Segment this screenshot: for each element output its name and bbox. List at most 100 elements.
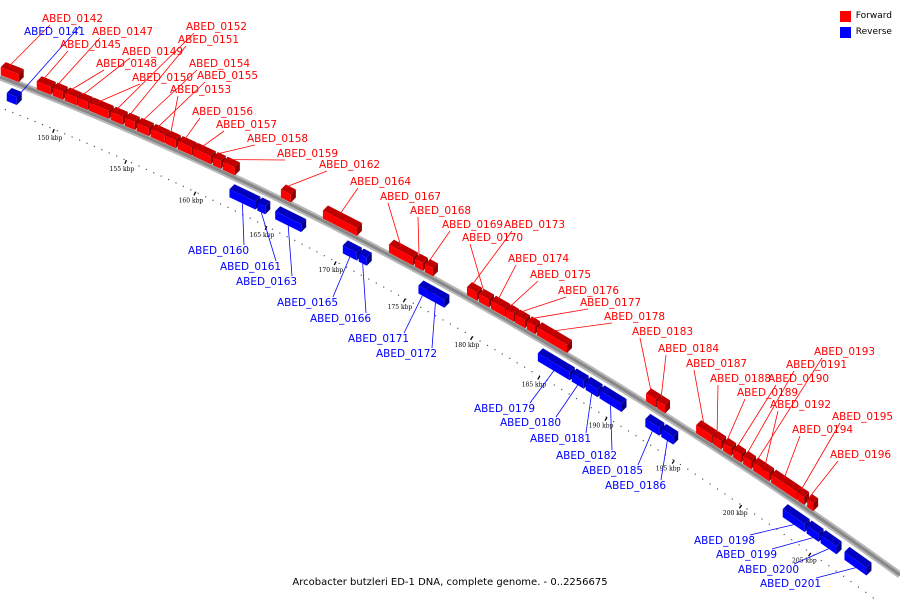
scale-dot xyxy=(86,142,88,144)
gene-abed-0181-leader xyxy=(585,393,592,434)
scale-dot xyxy=(286,236,288,238)
scale-dot xyxy=(650,444,652,446)
gene-abed-0148-label: ABED_0148 xyxy=(96,58,157,70)
scale-dot xyxy=(27,117,29,120)
scale-tick xyxy=(604,416,608,422)
gene-abed-0196-block xyxy=(807,499,814,512)
gene-abed-0191-block xyxy=(743,455,752,470)
gene-abed-0182-block xyxy=(599,390,622,412)
gene-abed-0182-label: ABED_0182 xyxy=(556,450,617,462)
gene-abed-0147-block xyxy=(52,87,63,100)
gene-abed-0192-top xyxy=(761,462,775,474)
gene-abed-0170-top xyxy=(478,288,494,300)
gene-abed-0180-top xyxy=(571,368,589,381)
gene-abed-0163-side xyxy=(301,219,307,233)
gene-abed-0195-top xyxy=(798,487,810,498)
gene-abed-0152-leader xyxy=(116,32,195,110)
gene-abed-0196-side xyxy=(813,498,819,512)
gene-abed-0171-block xyxy=(418,285,427,298)
scale-dot xyxy=(679,463,681,466)
scale-dot xyxy=(56,130,58,132)
gene-abed-0158-top xyxy=(212,152,226,161)
scale-tick xyxy=(193,191,197,196)
legend-forward-label: Forward xyxy=(855,11,892,21)
gene-abed-0152-block xyxy=(110,111,123,125)
scale-label: 160 kbp xyxy=(179,198,204,205)
scale-dot xyxy=(620,425,622,427)
scale-dot xyxy=(4,109,6,111)
scale-label: 180 kbp xyxy=(455,342,480,349)
gene-abed-0183-label: ABED_0183 xyxy=(632,326,693,338)
scale-dot xyxy=(613,421,615,423)
gene-abed-0148-top xyxy=(64,87,82,98)
scale-dot xyxy=(561,388,563,391)
gene-abed-0187-label: ABED_0187 xyxy=(686,358,747,370)
gene-abed-0164-label: ABED_0164 xyxy=(350,176,411,188)
scale-dot xyxy=(153,172,155,174)
gene-abed-0174-top xyxy=(490,295,510,309)
gene-abed-0171-top xyxy=(418,280,432,290)
gene-abed-0177-top xyxy=(527,316,541,327)
scale-label: 190 kbp xyxy=(589,423,614,430)
gene-abed-0164-leader xyxy=(339,187,359,215)
gene-abed-0150-leader xyxy=(98,83,141,103)
gene-abed-0188-label: ABED_0188 xyxy=(710,373,771,385)
gene-abed-0178-top xyxy=(537,322,573,345)
genome-backbone-shadow xyxy=(0,73,900,578)
gene-abed-0191-leader xyxy=(746,370,795,454)
scale-dot xyxy=(19,114,21,117)
gene-abed-0166-label: ABED_0166 xyxy=(310,313,371,325)
scale-dot xyxy=(791,539,793,541)
gene-abed-0160-leader xyxy=(242,203,245,246)
gene-abed-0155-top xyxy=(150,124,170,136)
scale-label: 150 kbp xyxy=(38,135,63,142)
gene-abed-0145-leader xyxy=(43,50,69,80)
gene-abed-0142-label: ABED_0142 xyxy=(42,13,103,25)
gene-abed-0162-block xyxy=(280,189,291,203)
scale-dot xyxy=(731,498,733,500)
gene-abed-0192-block xyxy=(761,467,770,482)
gene-abed-0149-top xyxy=(77,92,93,103)
gene-abed-0180-label: ABED_0180 xyxy=(500,417,561,429)
scale-dot xyxy=(702,478,704,480)
gene-abed-0161-leader xyxy=(260,212,277,262)
gene-abed-0188-leader xyxy=(716,384,719,434)
gene-abed-0176-top xyxy=(515,309,530,321)
scale-dot xyxy=(494,349,496,351)
gene-abed-0200-leader xyxy=(793,548,829,565)
gene-abed-0173-leader xyxy=(471,230,513,286)
scale-label: 170 kbp xyxy=(319,267,344,274)
gene-abed-0173-top xyxy=(466,282,482,293)
gene-abed-0164-block xyxy=(322,210,357,236)
gene-abed-0141-top xyxy=(6,88,22,97)
gene-abed-0186-leader xyxy=(660,440,668,481)
gene-abed-0183-block xyxy=(646,393,657,408)
gene-abed-0176-leader xyxy=(519,296,567,313)
gene-abed-0172-side xyxy=(444,294,450,308)
scale-dot xyxy=(138,165,140,167)
gene-abed-0184-side xyxy=(665,400,671,414)
gene-abed-0198-block xyxy=(782,509,805,533)
gene-abed-0170-label: ABED_0170 xyxy=(462,232,523,244)
gene-abed-0156-top xyxy=(177,136,197,148)
gene-abed-0141-side xyxy=(16,91,22,105)
scale-dot xyxy=(212,199,214,201)
gene-abed-0189-leader xyxy=(726,398,746,441)
gene-abed-0179-block xyxy=(537,353,570,381)
scale-dot xyxy=(390,290,392,292)
gene-abed-0200-label: ABED_0200 xyxy=(738,564,799,576)
gene-abed-0182-leader xyxy=(610,405,613,451)
gene-abed-0155-leader xyxy=(157,81,206,128)
gene-abed-0147-top xyxy=(52,82,68,92)
gene-abed-0164-side xyxy=(356,222,362,236)
scale-dot xyxy=(805,549,808,551)
gene-abed-0182-top xyxy=(599,385,627,404)
gene-abed-0191-label: ABED_0191 xyxy=(786,359,847,371)
scale-tick xyxy=(124,159,128,165)
gene-abed-0175-top xyxy=(505,304,519,314)
gene-abed-0195-block xyxy=(798,492,805,506)
gene-abed-0165-leader xyxy=(332,256,351,298)
gene-abed-0158-block xyxy=(212,157,221,169)
gene-abed-0141-label: ABED_0141 xyxy=(24,26,85,38)
scale-dot xyxy=(101,149,103,151)
